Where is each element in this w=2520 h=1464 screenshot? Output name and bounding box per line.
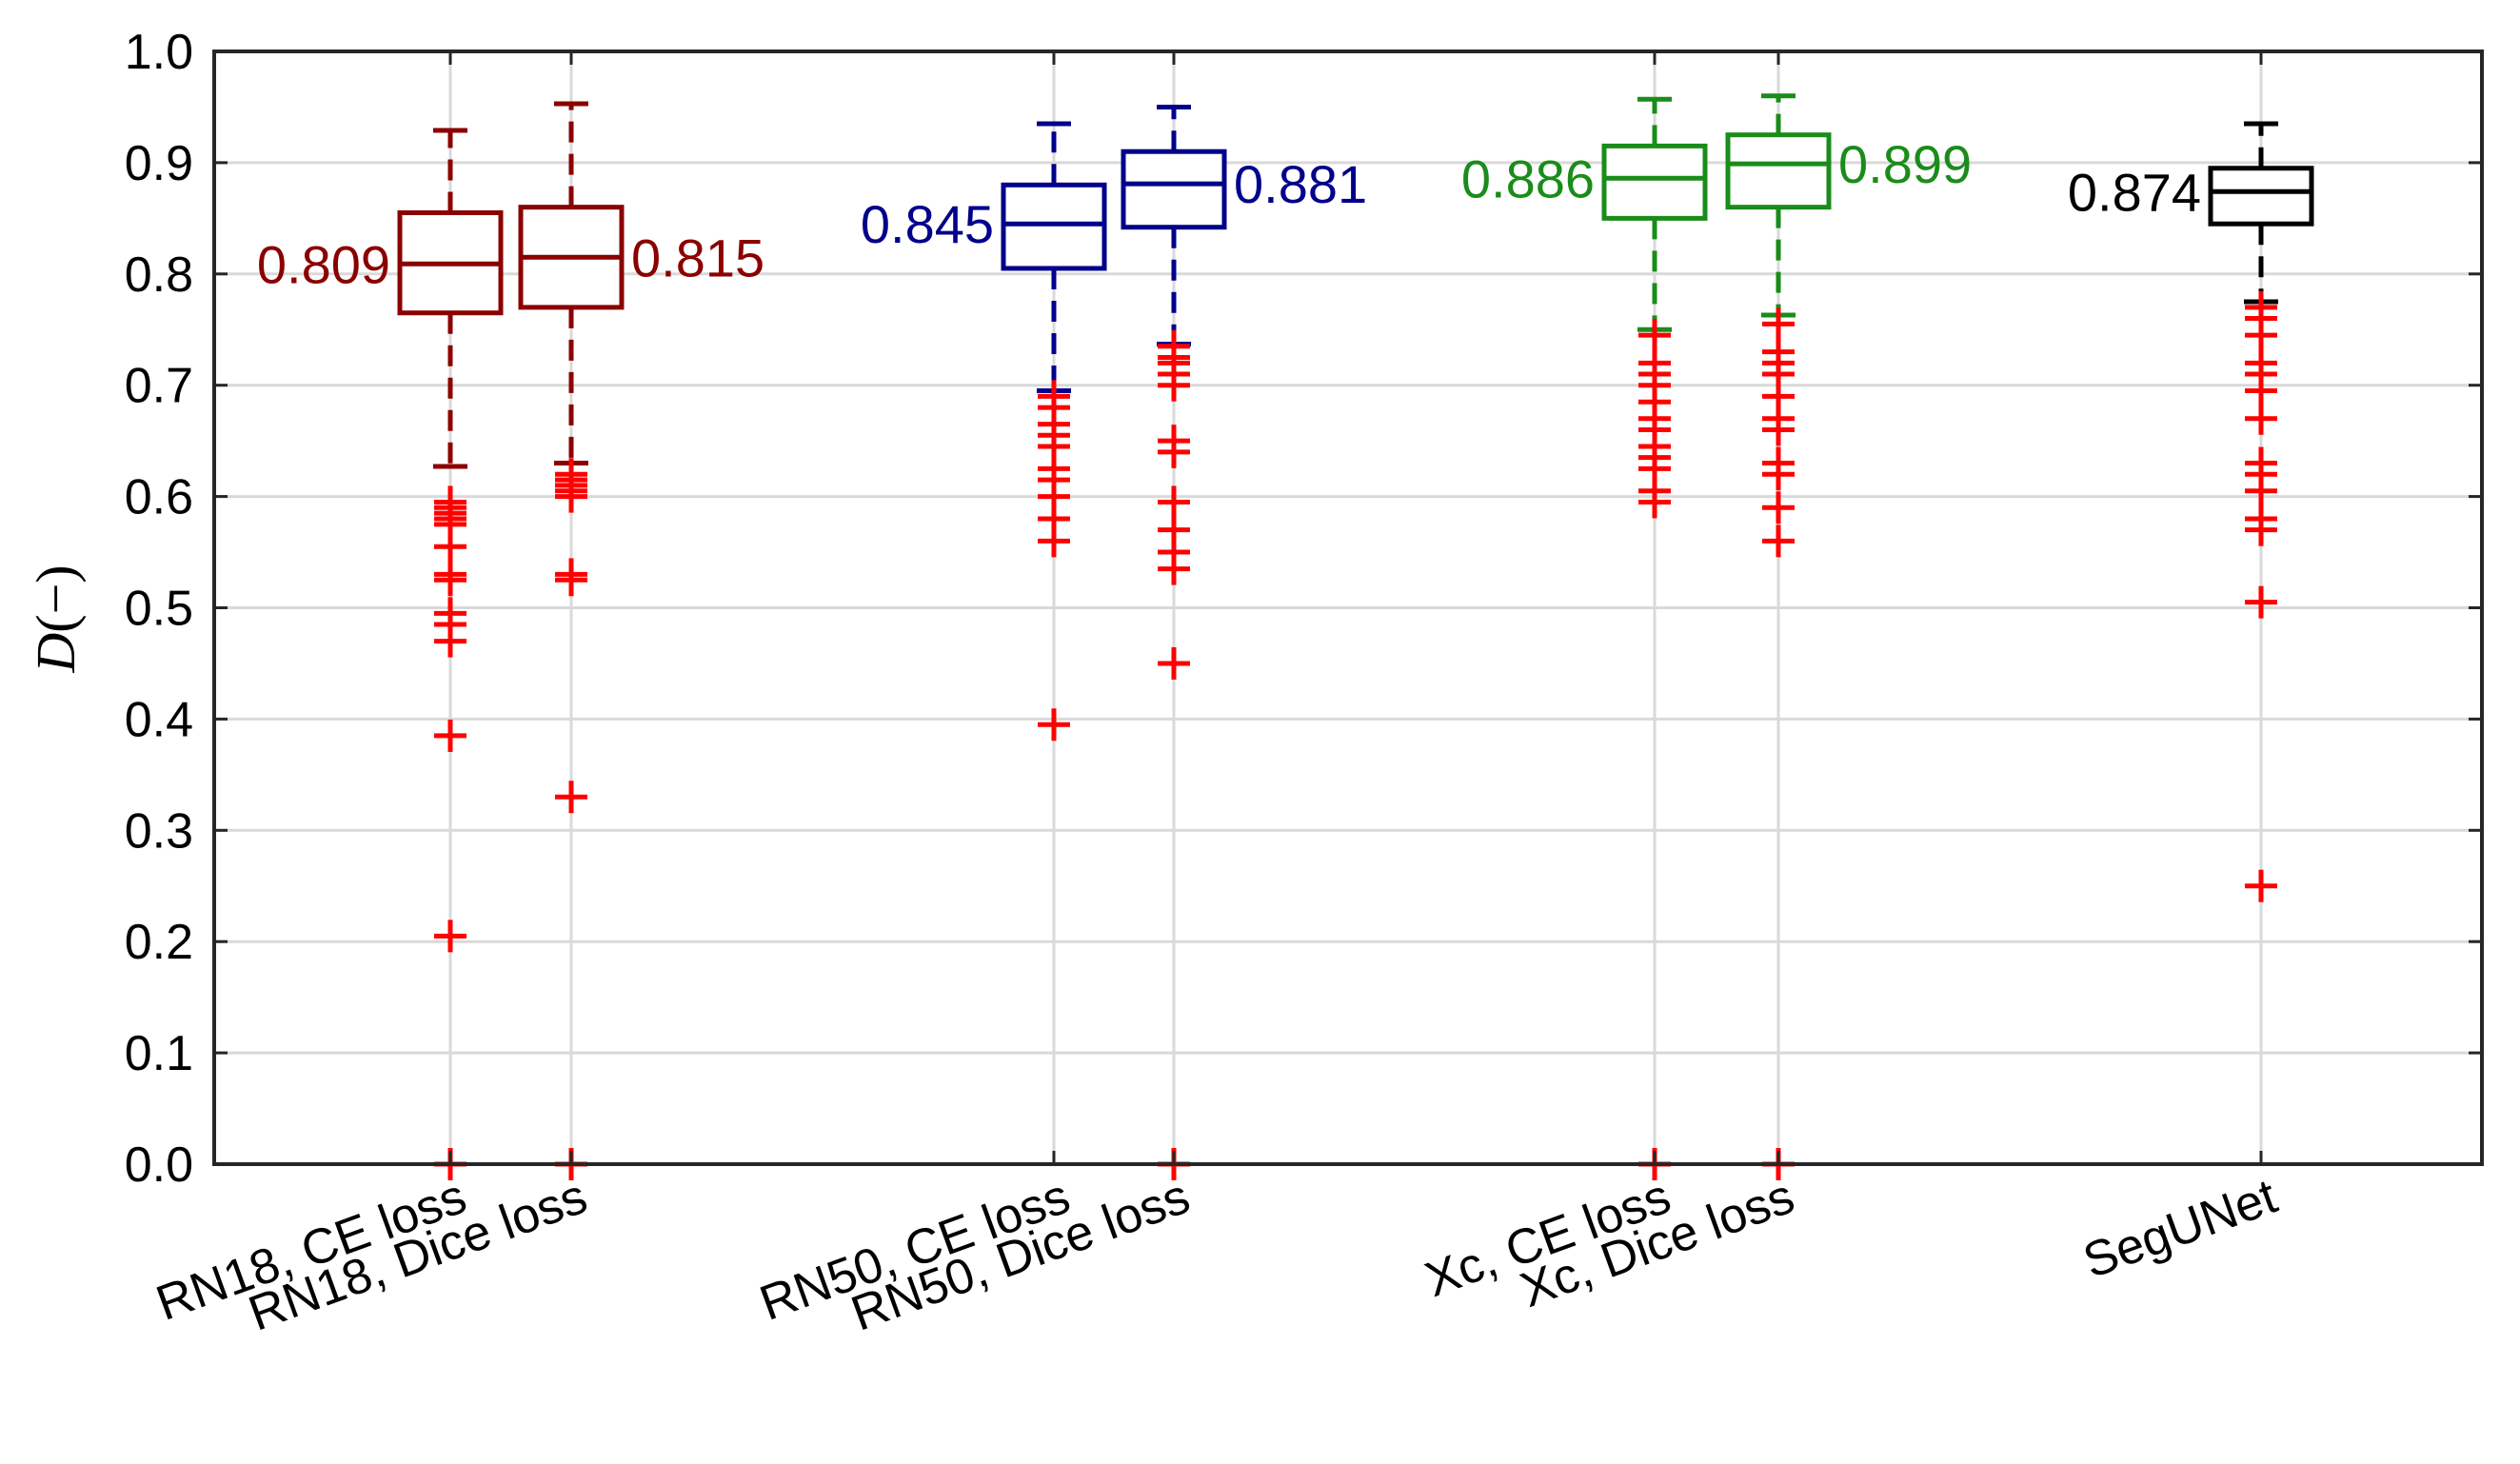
outlier-marker bbox=[1038, 708, 1070, 742]
outlier-marker bbox=[2245, 585, 2277, 619]
y-tick-label: 1.0 bbox=[125, 25, 193, 80]
median-value-label: 0.809 bbox=[257, 234, 390, 294]
outlier-marker bbox=[2245, 374, 2277, 407]
outlier-marker bbox=[1158, 646, 1190, 680]
outlier-marker bbox=[434, 719, 466, 752]
median-value-label: 0.845 bbox=[861, 194, 994, 254]
outlier-marker bbox=[2245, 402, 2277, 435]
outlier-marker bbox=[434, 624, 466, 658]
outlier-marker bbox=[1038, 524, 1070, 558]
y-tick-label: 0.0 bbox=[125, 1138, 193, 1193]
y-axis-var: D bbox=[25, 633, 87, 674]
median-value-label: 0.874 bbox=[2068, 162, 2201, 222]
iqr-box bbox=[1725, 132, 1832, 210]
outlier-marker bbox=[1762, 524, 1795, 558]
outlier-marker bbox=[1158, 435, 1190, 468]
outlier-marker bbox=[555, 480, 587, 513]
outlier-marker bbox=[1158, 368, 1190, 402]
y-axis-title: D(−) bbox=[25, 564, 87, 673]
outlier-marker bbox=[1762, 307, 1795, 341]
boxes bbox=[397, 93, 2314, 469]
axis-ticks bbox=[214, 49, 2482, 1166]
outliers bbox=[434, 290, 2277, 1180]
iqr-box bbox=[1601, 143, 1708, 221]
median-value-label: 0.815 bbox=[631, 228, 764, 287]
outlier-marker bbox=[2245, 319, 2277, 352]
y-tick-label: 0.2 bbox=[125, 915, 193, 970]
outlier-marker bbox=[1762, 458, 1795, 491]
y-tick-label: 0.5 bbox=[125, 582, 193, 637]
outlier-marker bbox=[555, 564, 587, 597]
outlier-marker bbox=[2245, 474, 2277, 507]
outlier-marker bbox=[434, 920, 466, 953]
outlier-marker bbox=[1638, 319, 1671, 352]
outlier-marker bbox=[1638, 485, 1671, 519]
outlier-marker bbox=[1158, 552, 1190, 585]
y-tick-label: 0.8 bbox=[125, 247, 193, 303]
outlier-marker bbox=[2245, 513, 2277, 546]
y-tick-label: 0.1 bbox=[125, 1026, 193, 1081]
outlier-marker bbox=[1158, 485, 1190, 519]
outlier-marker bbox=[434, 564, 466, 597]
y-tick-label: 0.4 bbox=[125, 692, 193, 747]
iqr-box bbox=[1001, 182, 1107, 271]
y-tick-label: 0.7 bbox=[125, 359, 193, 414]
y-axis-unit: (−) bbox=[25, 564, 87, 632]
outlier-marker bbox=[1762, 491, 1795, 524]
outlier-marker bbox=[2245, 869, 2277, 902]
outlier-marker bbox=[1762, 413, 1795, 446]
iqr-box bbox=[1121, 148, 1227, 230]
median-value-label: 0.886 bbox=[1461, 148, 1595, 208]
y-tick-label: 0.3 bbox=[125, 803, 193, 859]
outlier-marker bbox=[434, 530, 466, 564]
y-tick-label: 0.9 bbox=[125, 136, 193, 191]
median-value-label: 0.881 bbox=[1234, 154, 1367, 214]
y-tick-label: 0.6 bbox=[125, 470, 193, 525]
median-value-label: 0.899 bbox=[1838, 134, 1972, 194]
iqr-box bbox=[2208, 166, 2314, 227]
outlier-marker bbox=[555, 781, 587, 814]
